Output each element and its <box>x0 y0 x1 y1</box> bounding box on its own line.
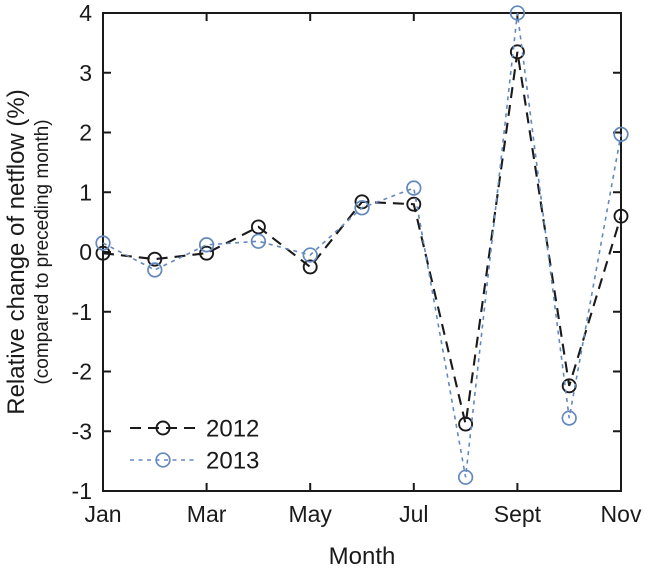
x-axis-label: Month <box>329 543 396 570</box>
series-marker-2012-May <box>302 259 318 275</box>
series-marker-2013-Aug <box>457 469 474 485</box>
x-tick-label: Nov <box>601 501 642 527</box>
series-marker-2012-Sep <box>509 44 525 60</box>
series-marker-2012-Feb <box>147 251 163 267</box>
x-tick-label: Mar <box>187 501 227 527</box>
x-tick-label: May <box>288 501 332 527</box>
y-tick-label: 0 <box>79 239 92 265</box>
series-marker-2013-Jun <box>354 200 370 216</box>
series-marker-2013-Apr <box>250 233 267 249</box>
y-tick-label: -1 <box>72 299 92 325</box>
x-tick-label: Jan <box>84 501 121 527</box>
y-axis-label: Relative change of netflow (%) <box>3 89 30 415</box>
legend-label-2013: 2013 <box>206 448 259 475</box>
series-marker-2012-Nov <box>613 208 629 224</box>
y-tick-label: 3 <box>79 60 92 86</box>
series-marker-2012-Jan <box>95 245 111 261</box>
series-marker-2013-Nov <box>613 126 629 142</box>
series-marker-2013-Jan <box>95 235 111 251</box>
series-marker-2013-May <box>302 247 318 263</box>
y-tick-label: 2 <box>79 120 92 146</box>
series-marker-2013-Mar <box>198 237 215 253</box>
series-marker-2013-Jul <box>406 180 422 196</box>
series-marker-2012-Apr <box>250 219 266 235</box>
y-tick-label: -2 <box>72 359 92 385</box>
series-marker-2013-Sep <box>509 5 526 21</box>
y-tick-label: 4 <box>79 0 92 26</box>
series-marker-2012-Jul <box>406 196 422 212</box>
series-line-2013 <box>102 12 622 478</box>
series-marker-2012-Aug <box>458 416 474 432</box>
series-marker-2013-Feb <box>147 262 163 278</box>
y-tick-label: -3 <box>72 418 92 444</box>
y-tick-label: -1 <box>72 478 92 504</box>
plot-frame <box>102 12 622 492</box>
series-marker-2012-Mar <box>199 245 215 261</box>
y-axis-sublabel: (compared to preceding month) <box>32 119 53 384</box>
legend-marker-2012 <box>155 420 171 436</box>
legend-marker-2013 <box>155 452 171 468</box>
series-line-2012 <box>102 51 623 425</box>
legend-label-2012: 2012 <box>206 416 259 443</box>
series-marker-2013-Oct <box>561 410 577 426</box>
x-tick-label: Sept <box>494 501 542 527</box>
x-tick-label: Jul <box>399 501 428 527</box>
y-tick-label: 1 <box>79 179 92 205</box>
